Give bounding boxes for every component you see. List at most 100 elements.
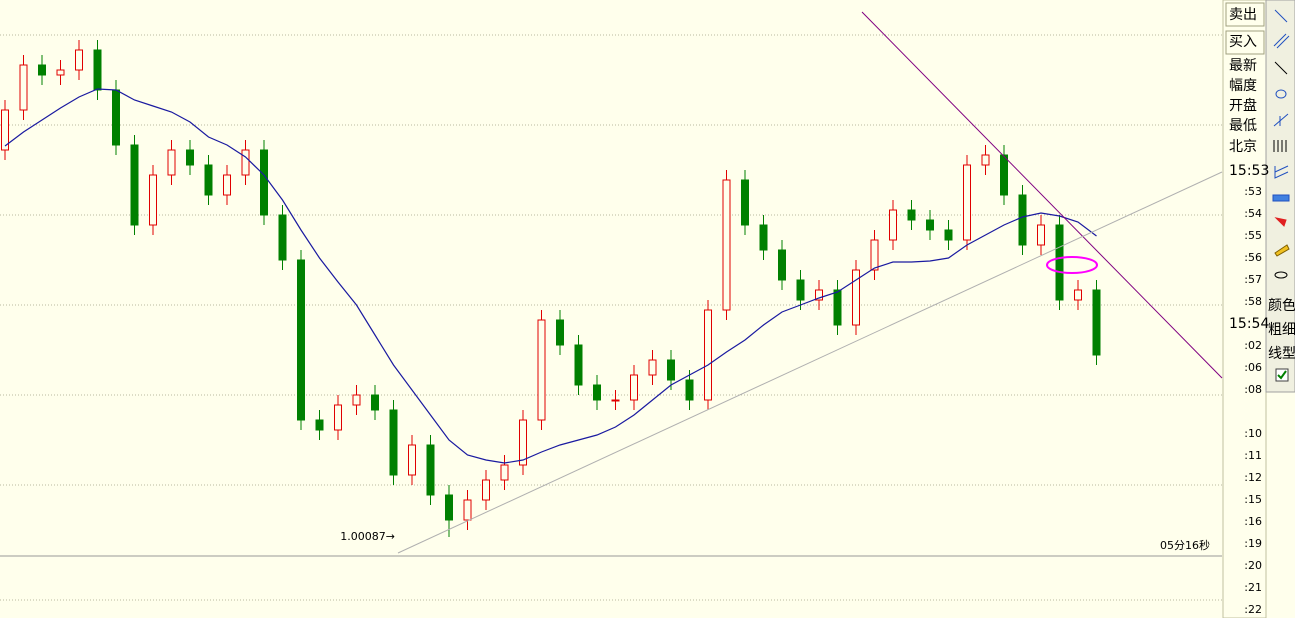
candle-body [408, 444, 416, 476]
panel-time: :55 [1244, 229, 1262, 242]
panel-time: :16 [1244, 515, 1262, 528]
candle-body [1018, 194, 1027, 246]
panel-label: 最新 [1229, 58, 1257, 74]
panel-label: 最低 [1229, 118, 1257, 134]
panel-time: :58 [1244, 295, 1262, 308]
panel-time: :08 [1244, 383, 1262, 396]
candle-body [1092, 289, 1101, 356]
candle-body [833, 289, 842, 326]
panel-label: 北京 [1229, 139, 1257, 155]
candle-body [426, 444, 435, 496]
candle-body [685, 379, 694, 401]
trend-line[interactable] [397, 171, 1223, 554]
candle-body [741, 179, 749, 226]
candle-body [149, 174, 157, 226]
panel-time: :21 [1244, 581, 1262, 594]
candle-body [519, 419, 527, 466]
panel-time: :56 [1244, 251, 1262, 264]
candle-body [981, 154, 990, 166]
panel-time: :19 [1244, 537, 1262, 550]
candle-body [796, 279, 805, 301]
panel-time: :20 [1244, 559, 1262, 572]
low-label: 1.00087→ [340, 530, 395, 543]
candle-body [482, 479, 490, 501]
panel-label: 幅度 [1229, 78, 1257, 94]
tool-icon[interactable] [1274, 217, 1287, 227]
candle-body [1, 109, 9, 151]
panel-time: :10 [1244, 427, 1262, 440]
candle-body [19, 64, 28, 111]
candle-body [870, 239, 879, 271]
candle-body [778, 249, 786, 281]
candle-body [38, 64, 46, 76]
candle-body [112, 89, 120, 146]
candle-body [852, 269, 860, 326]
candle-body [500, 464, 509, 481]
tool-icon[interactable] [1274, 244, 1290, 257]
candle-body [204, 164, 213, 196]
candle-body [963, 164, 971, 241]
tool-icon[interactable] [1274, 165, 1289, 179]
buy-box[interactable] [1225, 30, 1265, 55]
candle-body [186, 149, 194, 166]
tool-icon[interactable] [1275, 89, 1287, 99]
tool-icon[interactable] [1273, 113, 1289, 127]
candle-body [315, 419, 324, 431]
candle-body [1055, 224, 1064, 301]
panel-time: :15 [1244, 493, 1262, 506]
tool-icon[interactable] [1273, 33, 1290, 49]
tool-label: 颜色 [1268, 297, 1295, 314]
candle-body [815, 289, 823, 301]
candle-body [278, 214, 287, 261]
panel-time: :12 [1244, 471, 1262, 484]
tool-icon[interactable] [1274, 61, 1288, 75]
candle-body [389, 409, 398, 476]
timer: 05分16秒 [1160, 538, 1210, 552]
candle-body [1074, 289, 1082, 301]
candle-body [130, 144, 139, 226]
candle-body [56, 69, 65, 76]
candle-body [593, 384, 601, 401]
candle-body [648, 359, 657, 376]
candle-body [944, 229, 953, 241]
tool-icon[interactable] [1273, 140, 1287, 152]
candle-body [167, 149, 176, 176]
candle-body [556, 319, 564, 346]
panel-time: :06 [1244, 361, 1262, 374]
tool-icons [1272, 9, 1290, 279]
panel-label: 开盘 [1229, 97, 1257, 114]
candle-body [93, 49, 102, 91]
panel-label: 买入 [1229, 34, 1257, 50]
candle-body [759, 224, 768, 251]
panel-time: :22 [1244, 603, 1262, 616]
candle-body [574, 344, 583, 386]
tool-icon[interactable] [1272, 194, 1290, 202]
tool-icon[interactable] [1274, 9, 1288, 23]
candle-body [1037, 224, 1045, 246]
checkmark [1277, 370, 1287, 380]
candle-body [334, 404, 342, 431]
panel-time: 15:54 [1229, 316, 1269, 332]
panel-time: :11 [1244, 449, 1262, 462]
sell-box[interactable] [1225, 2, 1265, 27]
tool-label: 粗细 [1268, 322, 1295, 338]
quote-panel [1222, 0, 1267, 618]
candle-body [630, 374, 638, 401]
candle-body [223, 174, 231, 196]
candle-body [889, 209, 897, 241]
candle-body [926, 219, 934, 231]
ellipse-drawing[interactable] [1046, 256, 1098, 274]
trend-line[interactable] [861, 11, 1223, 379]
chart-grid [0, 34, 1222, 601]
panel-label: 卖出 [1229, 7, 1257, 23]
candle-body [241, 149, 250, 176]
panel-time: 15:53 [1229, 163, 1269, 179]
candle-body [907, 209, 916, 221]
tool-icon[interactable] [1274, 271, 1288, 279]
candle-body [667, 359, 675, 381]
panel-time: :54 [1244, 207, 1262, 220]
candle-body [611, 399, 620, 402]
candle-body [1000, 154, 1008, 196]
